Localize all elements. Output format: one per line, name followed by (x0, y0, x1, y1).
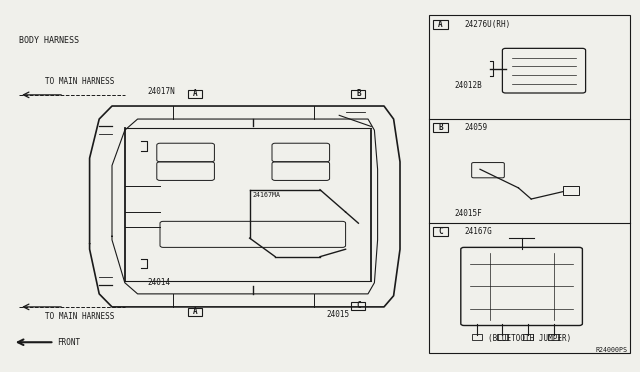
Text: 24014: 24014 (147, 278, 170, 287)
Text: (BLUETOOTH JUMPER): (BLUETOOTH JUMPER) (488, 334, 572, 343)
Text: A: A (193, 307, 198, 316)
Text: A: A (193, 89, 198, 98)
Text: TO MAIN HARNESS: TO MAIN HARNESS (45, 312, 114, 321)
Text: 24012B: 24012B (454, 81, 482, 90)
Bar (548, 334, 559, 340)
Text: C: C (438, 227, 443, 236)
Text: 24015: 24015 (326, 310, 349, 319)
Text: 24276U(RH): 24276U(RH) (464, 20, 510, 29)
Text: 24015F: 24015F (454, 209, 482, 218)
Text: BODY HARNESS: BODY HARNESS (19, 36, 79, 45)
Text: 24017N: 24017N (147, 87, 175, 96)
Bar (497, 334, 508, 340)
Text: 24167G: 24167G (464, 227, 492, 236)
Bar (429, 15, 630, 353)
Bar (523, 334, 533, 340)
Text: 24059: 24059 (464, 123, 487, 132)
Text: B: B (356, 89, 361, 98)
Text: FRONT: FRONT (58, 338, 81, 347)
Text: 24167MA: 24167MA (253, 192, 281, 198)
Text: TO MAIN HARNESS: TO MAIN HARNESS (45, 77, 114, 86)
Text: C: C (356, 301, 361, 310)
Text: R24000PS: R24000PS (595, 347, 627, 353)
Text: A: A (438, 20, 443, 29)
Text: B: B (438, 123, 443, 132)
Bar (563, 186, 579, 195)
Bar (472, 334, 482, 340)
